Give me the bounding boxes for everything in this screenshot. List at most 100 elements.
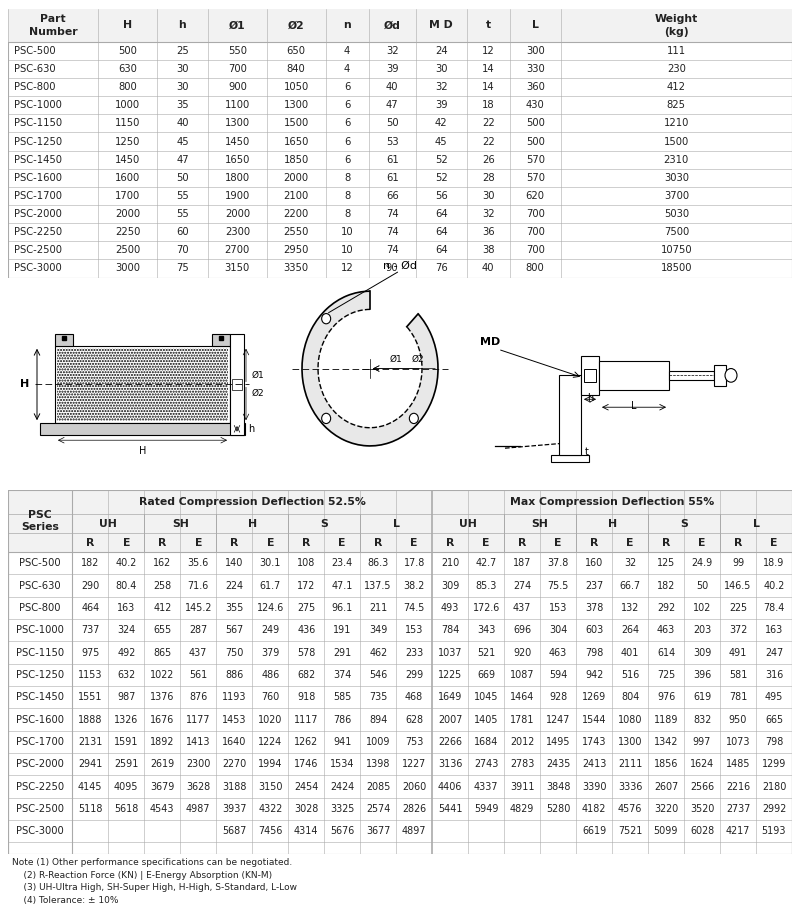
Text: n - Ød: n - Ød — [383, 261, 417, 271]
Bar — [584, 369, 596, 382]
Text: 550: 550 — [228, 46, 247, 56]
Text: 585: 585 — [333, 693, 351, 703]
Text: UH: UH — [459, 519, 477, 529]
Text: 5280: 5280 — [546, 804, 570, 814]
Text: R: R — [734, 538, 742, 548]
Text: 233: 233 — [405, 648, 423, 658]
Text: 6: 6 — [344, 118, 350, 128]
Bar — [599, 360, 669, 390]
Text: 299: 299 — [405, 670, 423, 680]
Text: 500: 500 — [118, 46, 137, 56]
Text: 1080: 1080 — [618, 714, 642, 724]
Text: 324: 324 — [117, 625, 135, 635]
Text: 570: 570 — [526, 173, 545, 183]
Text: 40: 40 — [386, 82, 398, 92]
Text: 153: 153 — [405, 625, 423, 635]
Circle shape — [725, 369, 737, 382]
Text: 1000: 1000 — [115, 100, 140, 110]
Text: 3220: 3220 — [654, 804, 678, 814]
Bar — [559, 375, 581, 455]
Text: 145.2: 145.2 — [185, 603, 212, 613]
Text: 750: 750 — [225, 648, 243, 658]
Text: 1413: 1413 — [186, 737, 210, 747]
Text: PSC-3000: PSC-3000 — [14, 264, 62, 274]
Text: 47.1: 47.1 — [331, 581, 353, 591]
Text: 682: 682 — [297, 670, 315, 680]
Text: SH: SH — [532, 519, 549, 529]
Text: 211: 211 — [369, 603, 387, 613]
Text: 1856: 1856 — [654, 759, 678, 769]
Text: 4: 4 — [344, 46, 350, 56]
Text: 2200: 2200 — [283, 209, 309, 219]
Text: PSC-1000: PSC-1000 — [16, 625, 64, 635]
Text: 2566: 2566 — [690, 782, 714, 792]
Text: PSC-500: PSC-500 — [19, 558, 61, 568]
Text: Ø1: Ø1 — [229, 20, 246, 30]
Text: 437: 437 — [189, 648, 207, 658]
Bar — [57, 349, 228, 420]
Text: 22: 22 — [482, 136, 494, 147]
Text: 603: 603 — [585, 625, 603, 635]
Text: 61: 61 — [386, 173, 398, 183]
Text: 60: 60 — [176, 228, 189, 238]
Text: 1994: 1994 — [258, 759, 282, 769]
Text: 3937: 3937 — [222, 804, 246, 814]
Text: 737: 737 — [81, 625, 99, 635]
Text: Ø2: Ø2 — [288, 20, 305, 30]
Text: 1850: 1850 — [283, 155, 309, 165]
Text: H: H — [123, 20, 132, 30]
Text: E: E — [554, 538, 562, 548]
Text: 581: 581 — [729, 670, 747, 680]
Bar — [40, 423, 245, 435]
Text: 786: 786 — [333, 714, 351, 724]
Text: 570: 570 — [526, 155, 545, 165]
Text: 620: 620 — [526, 191, 545, 201]
Text: 1247: 1247 — [546, 714, 570, 724]
Text: L: L — [753, 519, 759, 529]
Text: 2100: 2100 — [283, 191, 309, 201]
Text: 7521: 7521 — [618, 826, 642, 836]
Text: 1224: 1224 — [258, 737, 282, 747]
Text: 1892: 1892 — [150, 737, 174, 747]
Text: 111: 111 — [666, 46, 686, 56]
Text: 22: 22 — [482, 118, 494, 128]
Text: 546: 546 — [369, 670, 387, 680]
Text: 2266: 2266 — [438, 737, 462, 747]
Text: 1225: 1225 — [438, 670, 462, 680]
Text: Max Compression Deflection 55%: Max Compression Deflection 55% — [510, 497, 714, 507]
Text: 1405: 1405 — [474, 714, 498, 724]
Text: UH: UH — [99, 519, 118, 529]
Text: 24: 24 — [435, 46, 447, 56]
Text: 3350: 3350 — [283, 264, 309, 274]
Text: 2591: 2591 — [114, 759, 138, 769]
Text: Rated Compression Deflection 52.5%: Rated Compression Deflection 52.5% — [138, 497, 366, 507]
Text: PSC-2000: PSC-2000 — [16, 759, 64, 769]
Text: 1022: 1022 — [150, 670, 174, 680]
Text: 1193: 1193 — [222, 693, 246, 703]
Text: 2000: 2000 — [283, 173, 309, 183]
Text: 30: 30 — [176, 82, 189, 92]
Text: 45: 45 — [176, 136, 189, 147]
Text: Ød: Ød — [384, 20, 401, 30]
Text: 1189: 1189 — [654, 714, 678, 724]
Text: 463: 463 — [657, 625, 675, 635]
Bar — [232, 379, 242, 390]
Text: 894: 894 — [369, 714, 387, 724]
Text: 997: 997 — [693, 737, 711, 747]
Text: 578: 578 — [297, 648, 315, 658]
Text: 1050: 1050 — [283, 82, 309, 92]
Text: 3677: 3677 — [366, 826, 390, 836]
Text: 987: 987 — [117, 693, 135, 703]
Text: 1262: 1262 — [294, 737, 318, 747]
Text: 1650: 1650 — [283, 136, 309, 147]
Text: 3136: 3136 — [438, 759, 462, 769]
Text: 396: 396 — [693, 670, 711, 680]
Text: 1700: 1700 — [115, 191, 140, 201]
Text: PSC-1000: PSC-1000 — [14, 100, 62, 110]
Text: 18.9: 18.9 — [763, 558, 785, 568]
Text: PSC-1600: PSC-1600 — [14, 173, 62, 183]
Text: (2) R-Reaction Force (KN) | E-Energy Absorption (KN-M): (2) R-Reaction Force (KN) | E-Energy Abs… — [12, 871, 272, 880]
Text: 18: 18 — [482, 100, 494, 110]
Text: 61.7: 61.7 — [259, 581, 281, 591]
Text: 47: 47 — [176, 155, 189, 165]
